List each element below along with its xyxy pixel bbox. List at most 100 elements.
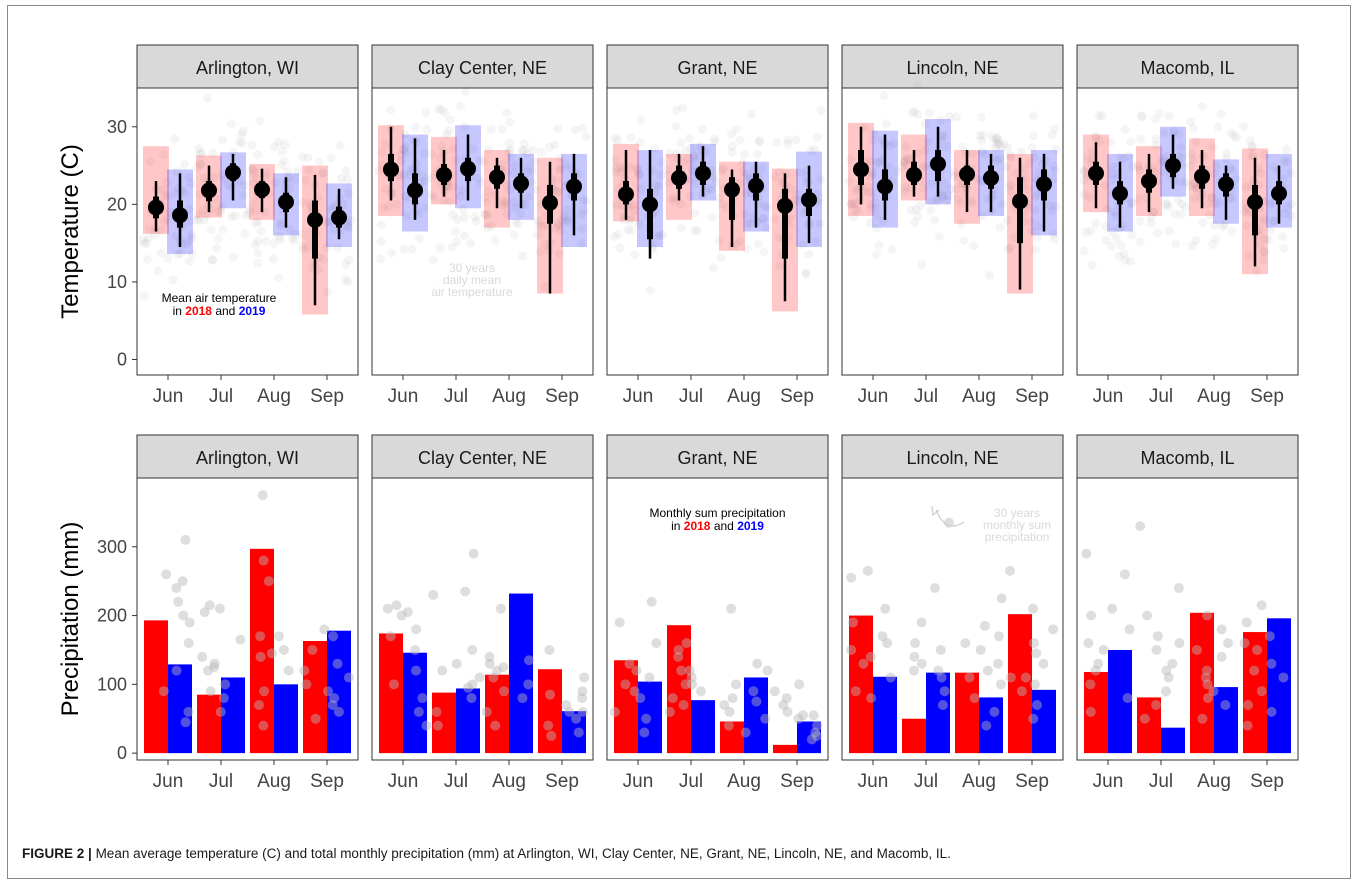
climatology-point bbox=[1127, 230, 1137, 240]
climatology-point bbox=[160, 190, 170, 200]
climatology-point bbox=[439, 196, 449, 206]
climatology-point bbox=[723, 720, 734, 731]
climatology-point bbox=[676, 199, 686, 209]
climatology-point bbox=[488, 672, 499, 683]
note-arrow-head bbox=[931, 505, 940, 517]
climatology-point bbox=[184, 256, 194, 266]
climatology-point bbox=[326, 153, 336, 163]
climatology-point bbox=[617, 167, 627, 177]
climatology-point bbox=[546, 730, 557, 741]
climatology-point bbox=[482, 210, 492, 220]
climatology-point bbox=[492, 665, 503, 676]
climatology-point bbox=[923, 137, 933, 147]
climatology-point bbox=[641, 713, 652, 724]
panel-grant-ne: Grant, NE Jun Jul Aug Sep bbox=[606, 44, 829, 407]
climatology-point bbox=[376, 148, 386, 158]
climatology-point bbox=[502, 209, 512, 219]
climatology-point bbox=[1220, 219, 1230, 229]
climatology-point bbox=[1151, 699, 1162, 710]
climatology-point bbox=[213, 207, 223, 217]
climatology-point bbox=[761, 223, 771, 233]
bar-2019 bbox=[744, 677, 768, 754]
climatology-point bbox=[249, 165, 259, 175]
climatology-point bbox=[867, 189, 877, 199]
panel-macomb-il: Macomb, IL Jun Jul Aug Sep bbox=[1076, 434, 1299, 792]
bar-2018 bbox=[1084, 671, 1108, 754]
climatology-point bbox=[786, 184, 796, 194]
climatology-point bbox=[816, 174, 826, 184]
climatology-point bbox=[141, 238, 151, 248]
climatology-point bbox=[1208, 142, 1218, 152]
climatology-point bbox=[319, 624, 330, 635]
climatology-point bbox=[1050, 166, 1060, 176]
climatology-point bbox=[738, 167, 748, 177]
climatology-point bbox=[504, 185, 514, 195]
x-tick-label: Jul bbox=[209, 386, 233, 407]
climatology-point bbox=[328, 631, 339, 642]
facet-strip-label: Arlington, WI bbox=[196, 448, 299, 468]
climatology-point bbox=[1048, 624, 1059, 635]
climatology-point bbox=[943, 191, 953, 201]
climatology-point bbox=[304, 234, 314, 244]
climatology-point bbox=[434, 104, 444, 114]
climatology-point bbox=[976, 136, 986, 146]
climatology-point bbox=[900, 157, 910, 167]
climatology-point bbox=[209, 172, 219, 182]
climatology-point bbox=[752, 149, 762, 159]
climatology-point bbox=[536, 147, 546, 157]
climatology-point bbox=[145, 224, 155, 234]
climatology-point bbox=[1208, 240, 1218, 250]
climatology-point bbox=[1016, 147, 1026, 157]
climatology-point bbox=[301, 176, 311, 186]
climatology-point bbox=[1265, 225, 1275, 235]
climatology-point bbox=[1112, 233, 1122, 243]
climatology-point bbox=[1124, 624, 1135, 635]
climatology-point bbox=[662, 164, 672, 174]
climatology-point bbox=[419, 149, 429, 159]
climatology-point bbox=[343, 672, 354, 683]
climatology-point bbox=[907, 108, 917, 118]
climatology-point bbox=[217, 135, 227, 145]
climatology-point bbox=[490, 236, 500, 246]
climatology-point bbox=[1020, 672, 1031, 683]
climatology-point bbox=[344, 223, 354, 233]
climatology-point bbox=[557, 216, 567, 226]
climatology-point bbox=[204, 600, 215, 611]
climatology-point bbox=[1003, 244, 1013, 254]
climatology-point bbox=[811, 237, 821, 247]
climatology-point bbox=[1029, 679, 1040, 690]
climatology-point bbox=[214, 234, 224, 244]
climatology-point bbox=[1198, 217, 1208, 227]
climatology-point bbox=[651, 180, 661, 190]
climatology-point bbox=[865, 218, 875, 228]
climatology-point bbox=[635, 693, 646, 704]
climatology-point bbox=[751, 696, 762, 707]
climatology-point bbox=[1223, 638, 1234, 649]
climatology-point bbox=[445, 196, 455, 206]
climatology-point bbox=[1209, 220, 1219, 230]
climatology-point bbox=[917, 260, 927, 270]
mean-point-2019 bbox=[407, 182, 423, 199]
climatology-point bbox=[989, 706, 1000, 717]
climatology-point bbox=[1151, 134, 1161, 144]
climatology-point bbox=[240, 229, 250, 239]
mean-point-2019 bbox=[460, 160, 476, 177]
climatology-point bbox=[909, 651, 920, 662]
climatology-point bbox=[445, 115, 455, 125]
climatology-point bbox=[736, 236, 746, 246]
climatology-point bbox=[239, 180, 249, 190]
climatology-point bbox=[1244, 252, 1254, 262]
climatology-point bbox=[482, 223, 492, 233]
climatology-point bbox=[490, 720, 501, 731]
climatology-point bbox=[503, 147, 513, 157]
climatology-point bbox=[283, 167, 293, 177]
climatology-point bbox=[938, 130, 948, 140]
y-tick-label: 30 bbox=[107, 117, 127, 137]
x-tick-label: Jul bbox=[209, 771, 233, 792]
climatology-point bbox=[1187, 240, 1197, 250]
x-tick-label: Jun bbox=[388, 771, 419, 792]
mean-point-2018 bbox=[959, 166, 975, 183]
climatology-point bbox=[1216, 109, 1226, 119]
climatology-point bbox=[658, 230, 668, 240]
climatology-point bbox=[523, 168, 533, 178]
